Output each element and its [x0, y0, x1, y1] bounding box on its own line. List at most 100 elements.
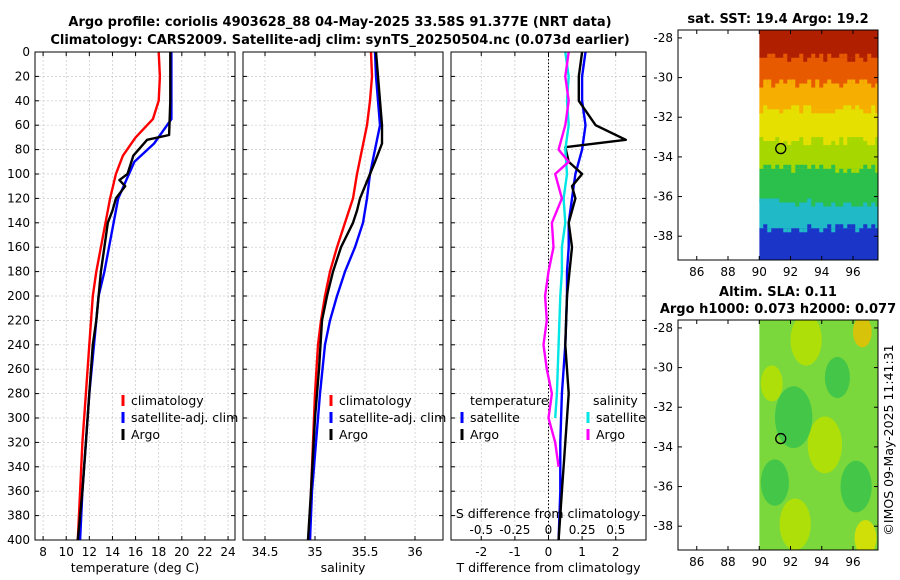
sst-pixel — [851, 79, 856, 84]
sst-pixel — [831, 109, 836, 114]
sst-pixel — [779, 79, 784, 84]
sst-pixel — [823, 109, 828, 114]
legend-entry: salinity — [593, 393, 638, 408]
sst-pixel — [867, 202, 872, 207]
xtick-label: 92 — [783, 265, 798, 279]
s-tick-label: 0.5 — [606, 523, 625, 537]
series-line-argo — [306, 51, 384, 541]
xtick-label: 88 — [720, 265, 735, 279]
sst-pixel — [871, 164, 876, 169]
xtick-label: 94 — [814, 555, 829, 569]
sst-pixel — [835, 224, 840, 229]
sst-pixel — [855, 228, 860, 233]
sla-blob — [790, 320, 822, 366]
sst-band — [759, 30, 878, 59]
legend-entry: satellite-adj. clim — [339, 410, 446, 425]
sst-pixel — [819, 53, 824, 58]
ytick-label: -28 — [653, 321, 673, 335]
ytick-label: 220 — [7, 313, 30, 327]
sst-pixel — [811, 164, 816, 169]
xtick-label: 36 — [407, 545, 422, 559]
series-line-salinity-argo — [542, 51, 570, 467]
sst-pixel — [839, 224, 844, 229]
sst-band — [759, 202, 878, 229]
sst-pixel — [775, 198, 780, 203]
sst-pixel — [759, 137, 764, 142]
sst-pixel — [863, 164, 868, 169]
sst-pixel — [803, 105, 808, 110]
legend-entry: satellite-adj. clim — [131, 410, 238, 425]
sst-pixel — [875, 202, 878, 207]
sst-pixel — [835, 141, 840, 146]
xtick-label: -1 — [509, 545, 521, 559]
imos-stamp: ©IMOS 09-May-2025 11:41:31 — [881, 344, 896, 535]
sst-pixel — [847, 79, 852, 84]
sst-pixel — [783, 228, 788, 233]
sst-pixel — [771, 53, 776, 58]
sst-pixel — [819, 228, 824, 233]
ytick-label: 40 — [15, 94, 30, 108]
map-frame — [677, 319, 879, 551]
xtick-label: 92 — [783, 555, 798, 569]
sst-pixel — [839, 202, 844, 207]
x-axis-label: temperature (deg C) — [71, 560, 200, 575]
ytick-label: -38 — [653, 519, 673, 533]
legend-entry: climatology — [339, 393, 412, 408]
ytick-label: 240 — [7, 338, 30, 352]
sst-pixel — [823, 57, 828, 62]
sst-pixel — [875, 109, 878, 114]
ytick-label: 300 — [7, 411, 30, 425]
sla-map-panel: 86 88 90 92 94 96 -28 -30 -32 -34 -36 -38 — [653, 319, 879, 569]
sst-pixel — [771, 83, 776, 88]
legend-entry: Argo — [470, 427, 499, 442]
sst-pixel — [827, 53, 832, 58]
sst-pixel — [787, 57, 792, 62]
ytick-label: 380 — [7, 509, 30, 523]
sst-pixel — [807, 224, 812, 229]
sst-pixel — [763, 105, 768, 110]
ytick-label: -36 — [653, 190, 673, 204]
sst-pixel — [815, 109, 820, 114]
sst-pixel — [855, 105, 860, 110]
xtick-label: 16 — [128, 545, 143, 559]
s-tick-label: 0.25 — [569, 523, 596, 537]
map-field — [759, 320, 878, 550]
xtick-label: 88 — [720, 555, 735, 569]
xtick-label: 94 — [814, 265, 829, 279]
legend-entry: Argo — [131, 427, 160, 442]
ytick-label: -36 — [653, 480, 673, 494]
sst-pixel — [875, 168, 878, 173]
map-frame — [677, 29, 879, 261]
sst-band — [759, 141, 878, 170]
ytick-label: 180 — [7, 265, 30, 279]
argo-position-marker — [775, 432, 787, 445]
ytick-label: 280 — [7, 387, 30, 401]
sst-pixel — [799, 164, 804, 169]
sla-blob — [774, 386, 813, 449]
sst-pixel — [819, 83, 824, 88]
xtick-label: 96 — [845, 555, 860, 569]
sla-blob — [840, 460, 872, 513]
sst-pixel — [863, 224, 868, 229]
sst-pixel — [775, 137, 780, 142]
sst-pixel — [783, 53, 788, 58]
ytick-label: 120 — [7, 191, 30, 205]
sst-pixel — [807, 198, 812, 203]
series-line-temperature-argo — [557, 51, 627, 541]
sst-pixel — [795, 164, 800, 169]
sst-pixel — [759, 109, 764, 114]
sst-pixel — [871, 141, 876, 146]
difference-panel: -2 -1 0 1 2T difference from climatology -0.5… — [450, 51, 647, 575]
sst-pixel — [843, 141, 848, 146]
sst-pixel — [863, 109, 868, 114]
sst-pixel — [799, 53, 804, 58]
sst-pixel — [867, 109, 872, 114]
xtick-label: 1 — [578, 545, 586, 559]
sla-blob — [824, 356, 850, 399]
sst-pixel — [847, 137, 852, 142]
s-tick-label: -0.5 — [470, 523, 493, 537]
argo-position-marker — [775, 142, 787, 155]
series-line-climatology — [308, 51, 374, 541]
xtick-label: 35 — [307, 545, 322, 559]
xtick-label: 10 — [59, 545, 74, 559]
